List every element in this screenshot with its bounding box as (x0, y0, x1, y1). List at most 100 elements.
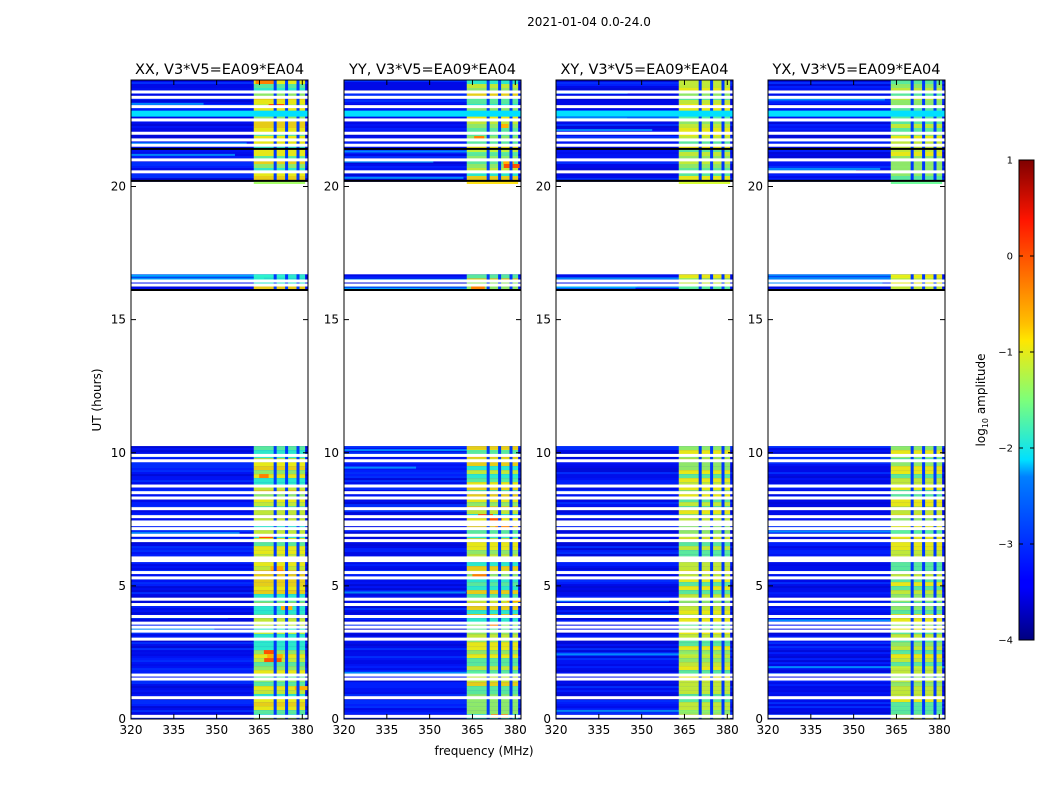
y-tick-label: 5 (543, 579, 551, 593)
noise-row (768, 564, 945, 567)
noise-row (556, 646, 733, 649)
noise-row (556, 450, 733, 453)
flagged-row (344, 484, 521, 488)
noise-row (131, 600, 308, 603)
noise-row (768, 694, 945, 697)
figure-title: 2021-01-04 0.0-24.0 (527, 15, 651, 29)
signal-cell (253, 642, 306, 647)
noise-row (344, 466, 521, 469)
flagged-row (131, 520, 308, 524)
noise-row (344, 84, 521, 86)
signal-cell (466, 642, 519, 647)
noise-row (556, 584, 733, 587)
noise-row (768, 592, 945, 595)
noise-row (131, 506, 308, 509)
noise-row (344, 686, 521, 689)
signal-cell (253, 550, 306, 555)
noise-row (556, 554, 733, 557)
signal-cell (466, 654, 519, 659)
noise-row (344, 648, 521, 651)
noise-row (768, 468, 945, 471)
noise-row (768, 680, 945, 683)
noise-row (768, 142, 945, 144)
signal-cell (253, 586, 306, 591)
flagged-row (556, 459, 733, 463)
band-gap (273, 80, 277, 182)
signal-cell (466, 574, 519, 579)
flagged-row (768, 118, 945, 122)
noise-row (344, 710, 521, 713)
noise-row (768, 154, 945, 156)
flagged-row (768, 453, 945, 457)
noise-row (344, 652, 521, 655)
noise-row (344, 646, 521, 649)
noise-row (768, 640, 945, 643)
noise-row (131, 464, 308, 467)
signal-cell (466, 450, 519, 455)
noise-row (768, 286, 945, 289)
rfi-band (131, 110, 308, 117)
noise-row (344, 164, 521, 166)
noise-row (131, 178, 308, 180)
x-tick-label: 365 (673, 723, 696, 737)
flagged-row (768, 625, 945, 629)
noise-row (556, 552, 733, 555)
noise-row (768, 568, 945, 571)
noise-row (556, 480, 733, 483)
hot-cell (264, 658, 282, 663)
noise-row (131, 554, 308, 557)
noise-row (556, 620, 733, 623)
noise-row (556, 274, 733, 277)
signal-cell (678, 446, 731, 451)
flagged-row (344, 614, 521, 618)
flagged-row (344, 597, 521, 601)
signal-cell (253, 160, 306, 164)
noise-row (131, 458, 308, 461)
noise-row (556, 468, 733, 471)
noise-row (768, 574, 945, 577)
signal-cell (890, 650, 943, 655)
noise-row (768, 706, 945, 709)
noise-row (768, 512, 945, 515)
noise-row (344, 610, 521, 613)
noise-row (556, 100, 733, 102)
noise-row (768, 538, 945, 541)
noise-row (556, 636, 733, 639)
signal-cell (253, 140, 306, 144)
noise-row (556, 518, 733, 521)
signal-cell (466, 172, 519, 176)
noise-row (344, 712, 521, 715)
hot-cell (255, 80, 275, 84)
noise-row (556, 504, 733, 507)
noise-row (131, 286, 308, 289)
noise-row (131, 504, 308, 507)
noise-row (344, 688, 521, 691)
noise-row (344, 530, 521, 533)
noise-row (556, 82, 733, 84)
noise-row (344, 690, 521, 693)
x-tick-label: 350 (205, 723, 228, 737)
noise-row (131, 672, 308, 675)
noise-row (131, 592, 308, 595)
signal-cell (253, 92, 306, 96)
signal-cell (253, 662, 306, 667)
signal-cell (253, 606, 306, 611)
flagged-row (556, 556, 733, 560)
signal-cell (466, 690, 519, 695)
flagged-row (556, 637, 733, 641)
noise-row (344, 552, 521, 555)
noise-row (556, 86, 733, 88)
noise-row (344, 474, 521, 477)
flagged-row (556, 170, 733, 174)
flagged-row (131, 105, 308, 109)
noise-row (131, 472, 308, 475)
flagged-row (768, 571, 945, 575)
signal-cell (678, 542, 731, 547)
signal-cell (678, 642, 731, 647)
flagged-row (131, 597, 308, 601)
noise-row (556, 656, 733, 659)
signal-cell (678, 646, 731, 651)
noise-row (768, 676, 945, 679)
noise-row (768, 712, 945, 715)
noise-row (768, 122, 945, 124)
